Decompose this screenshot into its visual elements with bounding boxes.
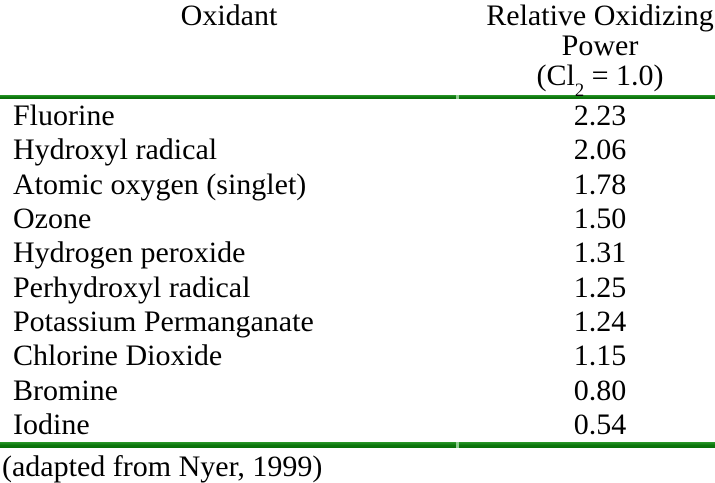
column-header-oxidant: Oxidant	[180, 0, 278, 32]
cl2-suffix: = 1.0)	[584, 59, 664, 92]
oxidant-name-cell: Potassium Permanganate	[13, 304, 314, 338]
header-line-cl2-reference: (Cl2 = 1.0)	[485, 59, 715, 100]
header-rule-column-seam	[456, 95, 459, 99]
power-value-cell: 1.24	[573, 304, 627, 338]
header-line-relative-oxidizing: Relative Oxidizing	[486, 0, 714, 32]
power-value-cell: 2.06	[573, 133, 627, 167]
power-value-cell: 2.23	[573, 99, 627, 133]
table-row: Hydroxyl radical 2.06	[0, 133, 715, 167]
oxidant-name-cell: Iodine	[13, 407, 90, 441]
oxidant-name-cell: Bromine	[13, 373, 118, 407]
column-header-relative-oxidizing-power: Relative Oxidizing Power (Cl2 = 1.0)	[458, 0, 715, 100]
footer-rule-column-seam	[456, 442, 459, 448]
table-row: Perhydroxyl radical 1.25	[0, 270, 715, 304]
cl2-prefix: (Cl	[536, 59, 575, 92]
power-value-cell: 1.25	[573, 270, 627, 304]
power-value-cell: 0.54	[573, 407, 627, 441]
oxidant-name-cell: Atomic oxygen (singlet)	[13, 167, 307, 201]
table-caption: (adapted from Nyer, 1999)	[2, 450, 323, 483]
footer-rule-right-segment	[459, 442, 715, 448]
table-body: Fluorine 2.23 Hydroxyl radical 2.06 Atom…	[0, 99, 715, 442]
header-line-power: Power	[561, 29, 639, 62]
table-row: Hydrogen peroxide 1.31	[0, 236, 715, 270]
table-row: Chlorine Dioxide 1.15	[0, 339, 715, 373]
table-row: Bromine 0.80	[0, 373, 715, 407]
cl2-subscript: 2	[574, 80, 585, 102]
oxidant-name-cell: Fluorine	[13, 99, 115, 133]
oxidant-name-cell: Perhydroxyl radical	[13, 270, 251, 304]
power-value-cell: 1.31	[573, 236, 627, 270]
power-value-cell: 1.15	[573, 339, 627, 373]
power-value-cell: 1.50	[573, 202, 627, 236]
power-value-cell: 0.80	[573, 373, 627, 407]
oxidant-name-cell: Hydrogen peroxide	[13, 236, 246, 270]
header-rule-right-segment	[459, 95, 715, 99]
power-value-cell: 1.78	[573, 167, 627, 201]
oxidant-name-cell: Chlorine Dioxide	[13, 339, 223, 373]
oxidant-name-cell: Hydroxyl radical	[13, 133, 218, 167]
table-header: Oxidant Relative Oxidizing Power (Cl2 = …	[0, 0, 715, 100]
table-row: Potassium Permanganate 1.24	[0, 305, 715, 339]
table-row: Iodine 0.54	[0, 408, 715, 442]
footer-rule	[0, 442, 715, 448]
header-rule	[0, 95, 715, 99]
oxidant-name-cell: Ozone	[13, 202, 92, 236]
table-row: Fluorine 2.23	[0, 99, 715, 133]
table-row: Ozone 1.50	[0, 202, 715, 236]
table-row: Atomic oxygen (singlet) 1.78	[0, 168, 715, 202]
footer-rule-left-segment	[0, 442, 456, 448]
header-rule-left-segment	[0, 95, 456, 99]
